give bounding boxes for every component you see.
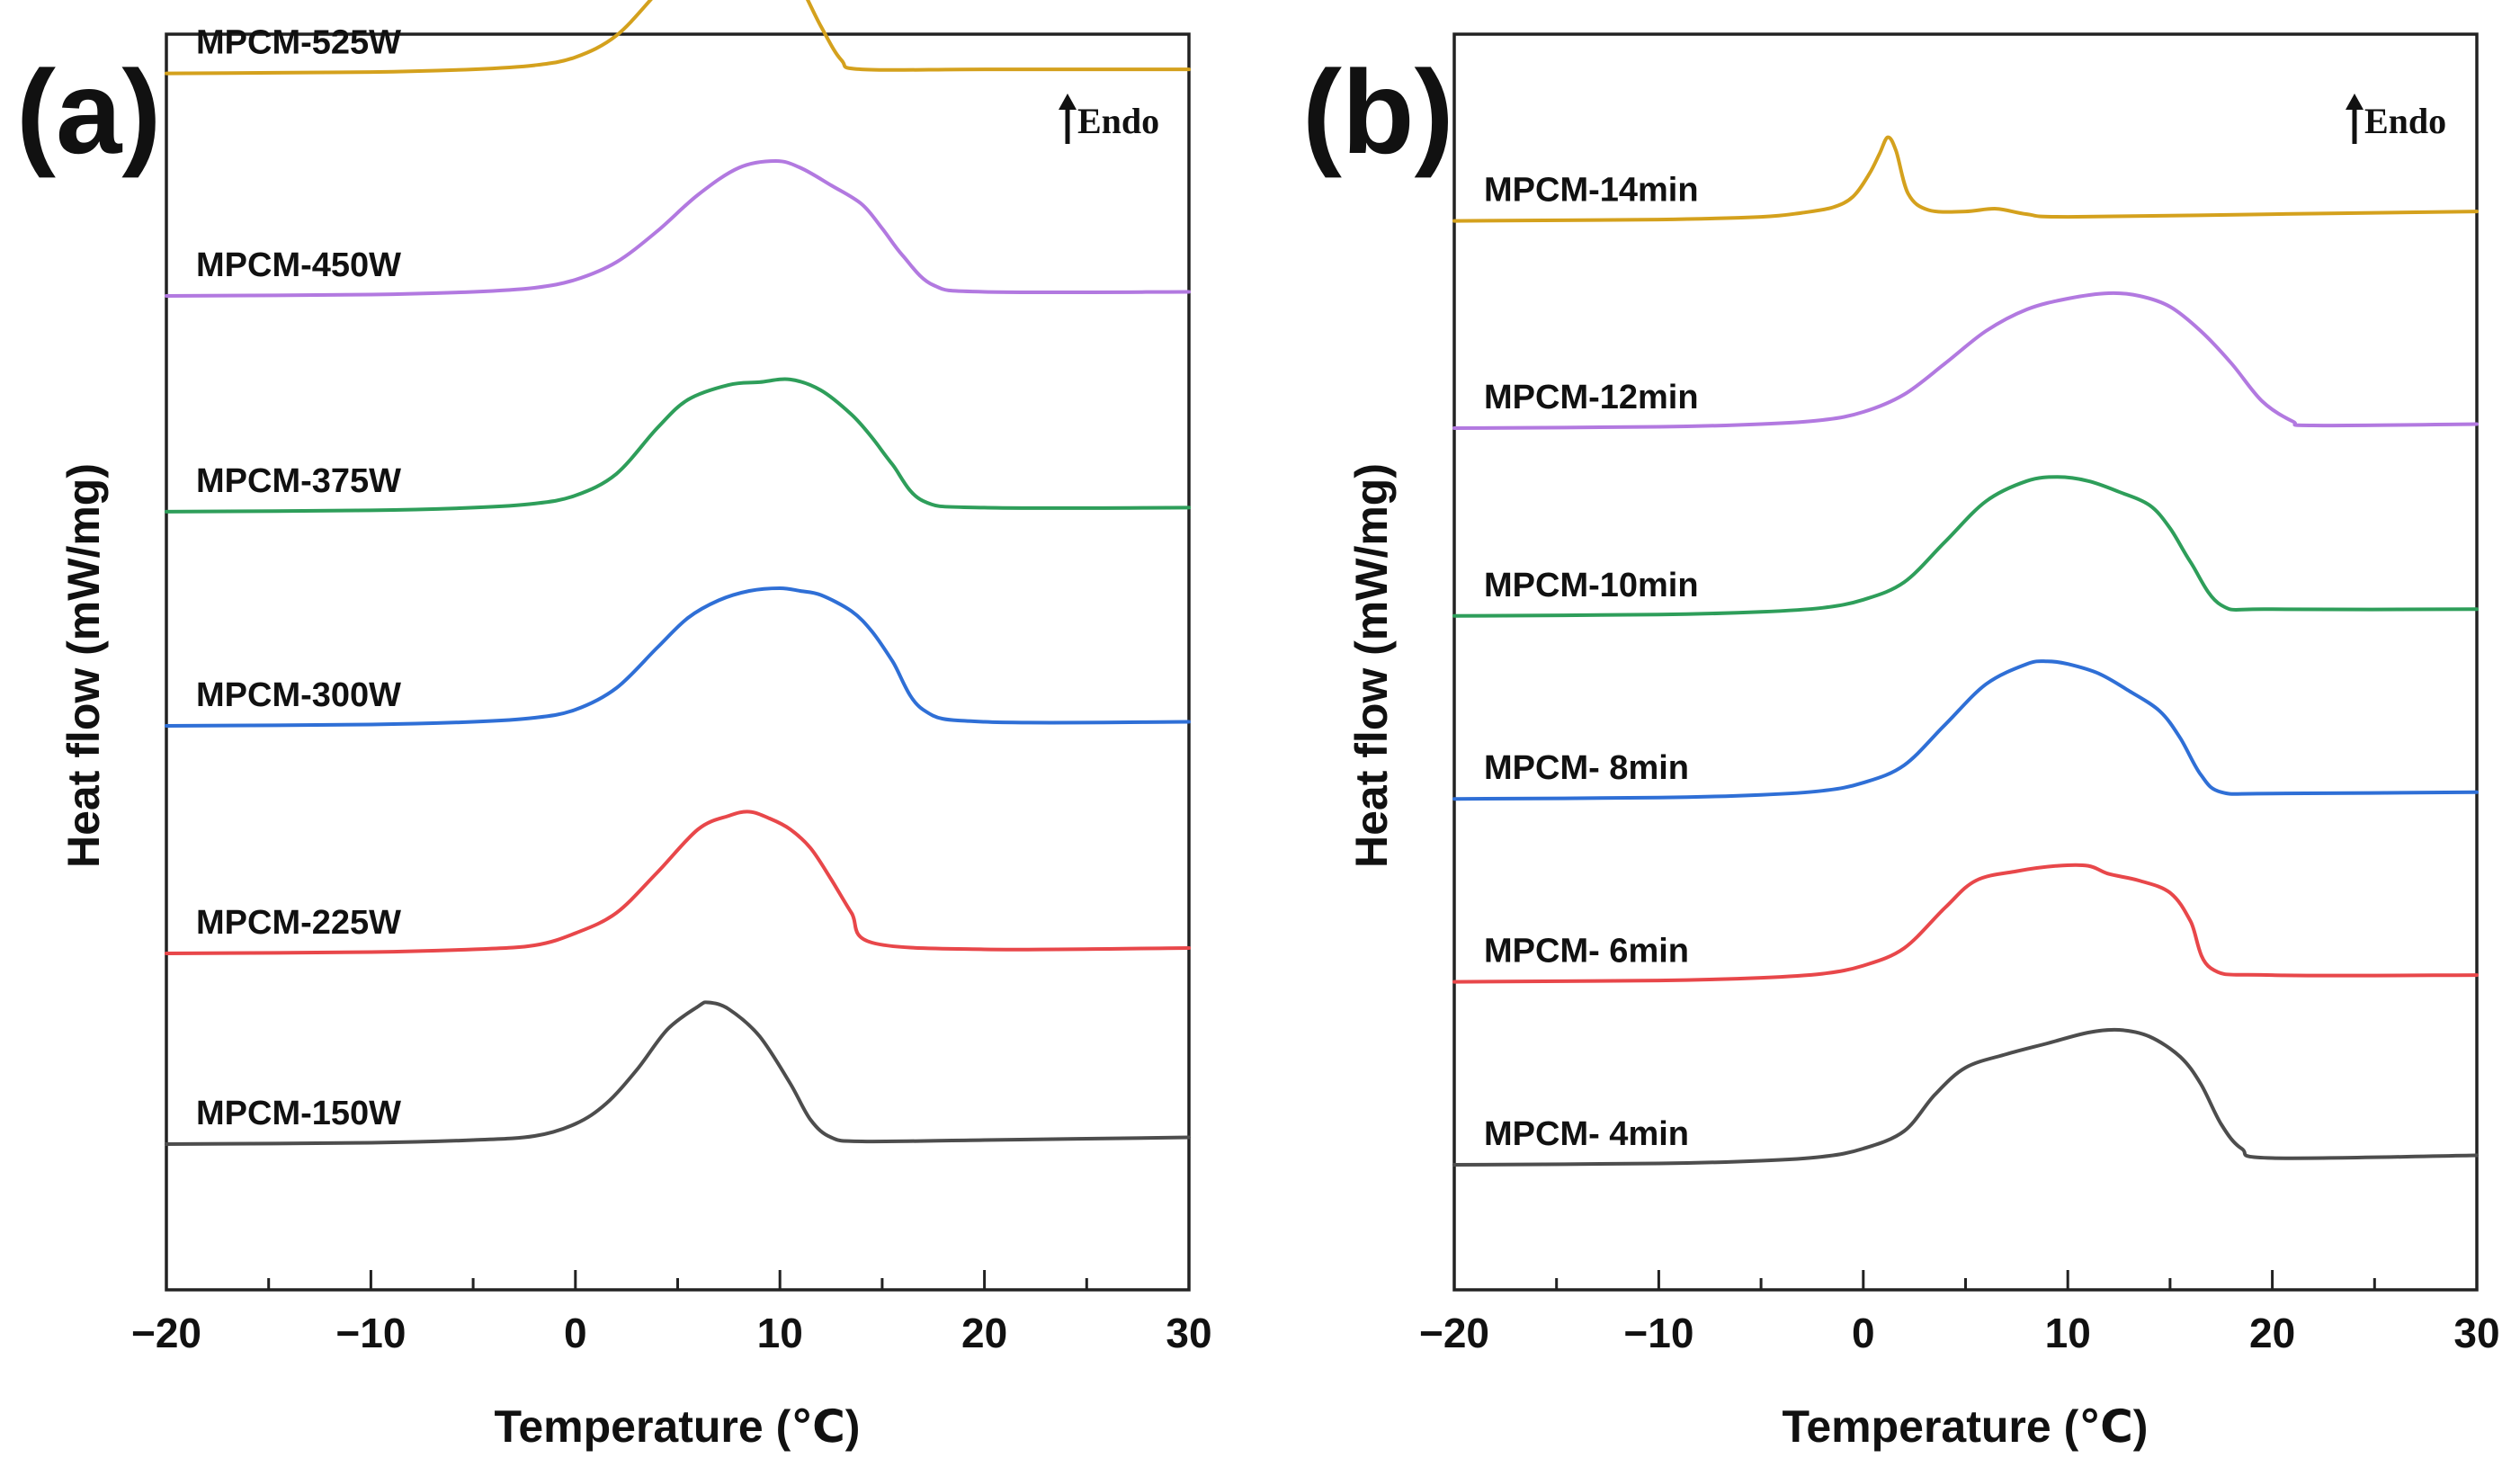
curves-b [1452, 135, 2479, 1167]
x-tick-label-a: −20 [131, 1310, 201, 1356]
endo-label-b: Endo [2364, 101, 2446, 141]
panel-a: (a) −20 −10 0 10 20 30 MPCM-150WMPCM-225WMPCM… [16, 0, 1212, 1452]
series-labels-b: MPCM- 4min MPCM- 6min MPCM- 8min MPCM-10min… [1484, 172, 1699, 1153]
x-tick-label-b: −10 [1623, 1310, 1693, 1356]
endo-label-a: Endo [1077, 101, 1159, 141]
series-label-mpcm-6min: MPCM- 6min [1484, 933, 1689, 971]
x-tick-label-a: 10 [757, 1310, 803, 1356]
y-axis-title-b: Heat flow (mW/mg) [1346, 463, 1397, 868]
series-curve-mpcm-10min [1452, 475, 2479, 618]
x-tick-label-a: 30 [1166, 1310, 1211, 1356]
y-axis-title-a: Heat flow (mW/mg) [58, 463, 109, 868]
series-label-mpcm-8min: MPCM- 8min [1484, 749, 1689, 787]
series-label-mpcm-225w: MPCM-225W [196, 904, 401, 942]
series-curve-mpcm-6min [1452, 863, 2479, 984]
series-label-mpcm-14min: MPCM-14min [1484, 172, 1699, 210]
endo-arrow-a [1059, 94, 1077, 144]
series-curve-mpcm-375w [165, 377, 1191, 514]
series-curve-mpcm-8min [1452, 659, 2479, 801]
series-label-mpcm-12min: MPCM-12min [1484, 379, 1699, 416]
series-curve-mpcm-225w [165, 810, 1191, 955]
series-curve-mpcm-450w [165, 159, 1191, 298]
x-axis-ticks-b [1452, 1270, 2479, 1290]
panel-label-b: (b) [1302, 46, 1454, 178]
x-tick-label-b: −20 [1419, 1310, 1489, 1356]
x-axis-tick-labels-a: −20 −10 0 10 20 30 [131, 1310, 1212, 1356]
x-tick-label-b: 0 [1852, 1310, 1875, 1356]
endo-arrow-b [2346, 94, 2364, 144]
series-label-mpcm-375w: MPCM-375W [196, 462, 401, 500]
series-label-mpcm-450w: MPCM-450W [196, 246, 401, 284]
x-axis-title-a: Temperature (℃) [495, 1401, 861, 1452]
plot-frame-b [1452, 32, 2479, 1292]
x-axis-title-b: Temperature (℃) [1783, 1401, 2149, 1452]
series-label-mpcm-525w: MPCM-525W [196, 24, 401, 62]
series-label-mpcm-150w: MPCM-150W [196, 1095, 401, 1132]
series-curve-mpcm-300w [165, 586, 1191, 728]
series-label-mpcm-4min: MPCM- 4min [1484, 1115, 1689, 1153]
series-curve-mpcm-4min [1452, 1027, 2479, 1167]
series-curve-mpcm-525w [165, 0, 1191, 76]
series-label-mpcm-300w: MPCM-300W [196, 676, 401, 714]
series-labels-a: MPCM-150W MPCM-225W MPCM-300W MPCM-375W MPCM… [196, 24, 401, 1132]
series-curve-mpcm-150w [165, 1000, 1191, 1146]
x-tick-label-a: 0 [564, 1310, 587, 1356]
series-curve-mpcm-12min [1452, 291, 2479, 430]
curves-a [165, 0, 1191, 1146]
series-label-mpcm-10min: MPCM-10min [1484, 567, 1699, 604]
x-tick-label-a: −10 [335, 1310, 406, 1356]
series-curve-mpcm-14min [1452, 135, 2479, 223]
x-tick-label-b: 10 [2045, 1310, 2091, 1356]
x-tick-label-a: 20 [961, 1310, 1007, 1356]
x-tick-label-b: 30 [2453, 1310, 2499, 1356]
panel-label-a: (a) [16, 46, 161, 178]
x-axis-tick-labels-b: −20 −10 0 10 20 30 [1419, 1310, 2500, 1356]
x-axis-ticks-a [165, 1270, 1191, 1290]
x-tick-label-b: 20 [2249, 1310, 2295, 1356]
